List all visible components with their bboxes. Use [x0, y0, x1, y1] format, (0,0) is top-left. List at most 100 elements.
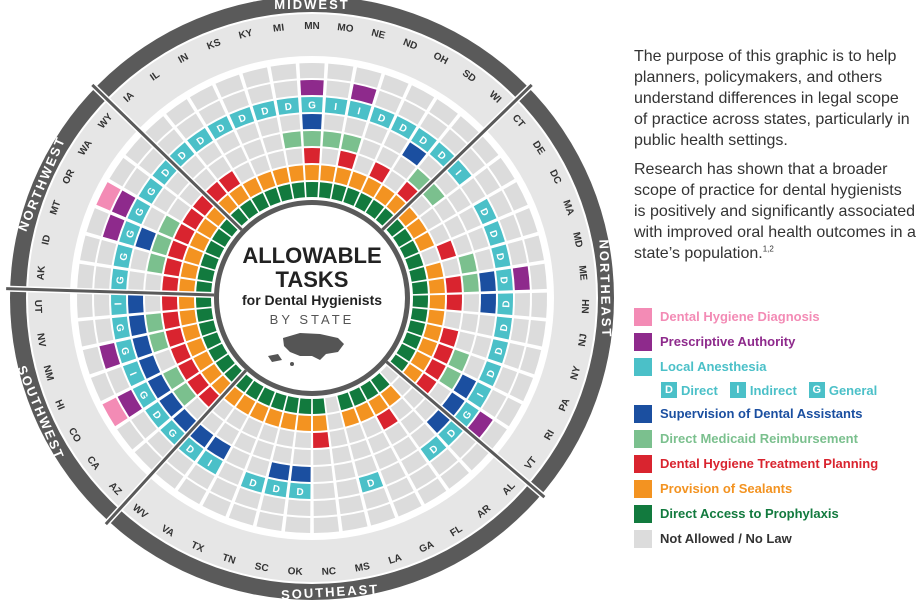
cell-dc-diagnosis — [503, 182, 528, 211]
cell-hi-sealants — [186, 338, 206, 357]
cell-nj-prophylaxis — [410, 308, 428, 322]
cell-la-anesthesia — [358, 471, 384, 493]
legend-swatch — [634, 307, 652, 326]
cell-ms-anesthesia — [336, 478, 360, 498]
cell-ok-prescriptive — [286, 499, 311, 516]
cell-ca-diagnosis — [117, 420, 144, 450]
cell-nc-treatment_planning — [313, 432, 330, 448]
anesthesia-code-sc: D — [272, 484, 281, 496]
anesthesia-code-ct: I — [453, 168, 463, 177]
cell-il-sealants — [229, 185, 250, 206]
cell-oh-prescriptive — [398, 100, 426, 125]
anesthesia-code-va: I — [205, 458, 213, 469]
cell-ok-supervision — [290, 465, 311, 482]
level-label: General — [828, 382, 878, 398]
cell-wa-prescriptive — [124, 167, 150, 196]
cell-de-prescriptive — [474, 167, 500, 196]
state-label-ut: UT — [32, 300, 43, 314]
cell-mt-prophylaxis — [200, 253, 219, 270]
region-label-northeast: NORTHEAST — [596, 239, 614, 338]
cell-ut-prescriptive — [94, 292, 110, 317]
cell-ia-diagnosis — [144, 116, 173, 144]
state-label-tn: TN — [221, 552, 237, 567]
cell-tx-treatment_planning — [242, 417, 263, 438]
cell-co-diagnosis — [102, 397, 128, 427]
cell-ma-treatment_planning — [436, 240, 456, 261]
region-divider — [104, 369, 248, 526]
cell-oh-treatment_planning — [369, 162, 390, 183]
cell-wa-supervision — [153, 188, 177, 213]
cell-tx-anesthesia — [218, 462, 244, 485]
cell-il-supervision — [197, 142, 222, 166]
cell-mi-prescriptive — [273, 80, 298, 99]
cell-fl-treatment_planning — [376, 408, 398, 430]
cell-il-prescriptive — [176, 113, 204, 139]
cell-ok-diagnosis — [284, 516, 311, 533]
cell-az-prescriptive — [147, 431, 175, 458]
cell-fl-prophylaxis — [360, 380, 379, 400]
cell-nj-treatment_planning — [444, 311, 462, 329]
cell-mi-diagnosis — [270, 63, 297, 82]
state-label-mn: MN — [304, 21, 320, 32]
legend-swatch — [634, 332, 652, 351]
cell-me-medicaid — [462, 273, 479, 293]
cell-ks-prophylaxis — [264, 187, 281, 206]
cell-nm-medicaid — [149, 331, 169, 353]
cell-ms-prophylaxis — [325, 396, 340, 414]
state-label-in: IN — [177, 52, 191, 66]
legend-item-not-allowed: Not Allowed / No Law — [634, 526, 916, 551]
cell-nj-prescriptive — [510, 318, 529, 343]
cell-ms-sealants — [327, 412, 344, 430]
anesthesia-code-dc: D — [477, 207, 490, 218]
cell-or-anesthesia — [127, 198, 151, 225]
cell-nc-prophylaxis — [312, 398, 326, 414]
cell-nv-anesthesia — [112, 316, 130, 340]
cell-ok-sealants — [296, 415, 312, 431]
cell-wa-diagnosis — [109, 157, 136, 187]
cell-nv-medicaid — [145, 313, 164, 333]
state-label-id: ID — [40, 234, 53, 246]
cell-wa-prophylaxis — [211, 228, 231, 247]
cell-az-prophylaxis — [224, 364, 244, 384]
cell-vt-prescriptive — [467, 411, 493, 439]
cell-tn-sealants — [264, 408, 283, 427]
legend-swatch — [634, 404, 652, 423]
cell-in-treatment_planning — [234, 162, 255, 183]
cell-ky-prescriptive — [247, 84, 274, 105]
cell-vt-diagnosis — [480, 420, 507, 450]
cell-ri-prescriptive — [482, 389, 507, 417]
cell-dc-treatment_planning — [429, 224, 450, 245]
anesthesia-code-tn: D — [248, 477, 258, 490]
cell-mt-sealants — [184, 247, 203, 265]
cell-in-medicaid — [225, 146, 248, 169]
cell-or-supervision — [143, 207, 165, 231]
cell-nj-medicaid — [460, 313, 479, 333]
anesthesia-code-la: D — [366, 477, 376, 490]
cell-sd-sealants — [374, 185, 395, 206]
cell-tx-medicaid — [234, 432, 256, 454]
cell-ma-sealants — [421, 247, 440, 265]
cell-il-treatment_planning — [218, 171, 241, 193]
cell-ok-anesthesia — [288, 482, 311, 499]
cell-mo-treatment_planning — [321, 148, 339, 166]
cell-nm-prophylaxis — [198, 320, 217, 336]
cell-ia-prophylaxis — [229, 208, 249, 228]
cell-me-prophylaxis — [411, 281, 428, 295]
cell-ne-diagnosis — [354, 67, 382, 88]
cell-wy-sealants — [206, 206, 227, 227]
cell-sc-prophylaxis — [284, 396, 299, 414]
cell-ct-diagnosis — [471, 135, 499, 165]
cell-ar-medicaid — [400, 411, 424, 434]
cell-nc-supervision — [313, 465, 334, 482]
cell-ri-treatment_planning — [425, 359, 446, 380]
legend-item-prescriptive: Prescriptive Authority — [634, 329, 916, 354]
cell-nd-diagnosis — [380, 74, 409, 98]
cell-ks-anesthesia — [229, 106, 255, 129]
legend-label: Supervision of Dental Assistants — [660, 406, 863, 421]
cell-nv-treatment_planning — [162, 311, 180, 329]
cell-ks-diagnosis — [215, 74, 244, 98]
legend-label: Local Anesthesia — [660, 359, 767, 374]
cell-va-prophylaxis — [245, 380, 264, 400]
state-label-la: LA — [387, 552, 403, 567]
cell-in-sealants — [242, 177, 262, 198]
